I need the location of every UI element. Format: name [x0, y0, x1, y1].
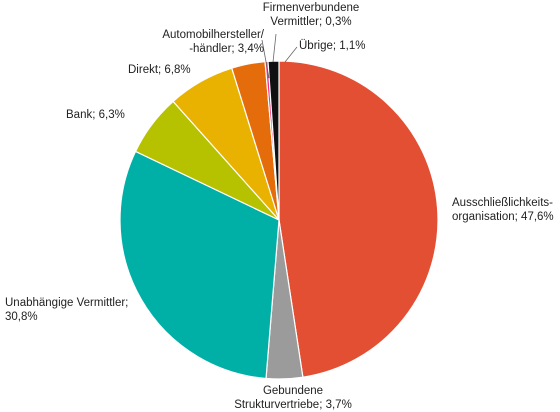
- slice-ausschliesslichkeitsorganisation: [278, 60, 439, 378]
- label-bank: Bank; 6,3%: [66, 109, 125, 121]
- label-gebundene-strukturvertriebe: Gebundene Strukturvertriebe; 3,7%: [234, 385, 352, 411]
- slice-uebrige: [267, 60, 280, 221]
- label-uebrige: Übrige; 1,1%: [299, 40, 366, 52]
- leader-automobilhersteller: [261, 39, 270, 79]
- label-automobilhersteller: Automobilhersteller/ -händler; 3,4%: [162, 29, 264, 55]
- label-ausschliesslichkeitsorganisation: Ausschließlichkeits- organisation; 47,6%: [452, 197, 554, 223]
- pie-slices: [119, 60, 439, 380]
- label-firmenverbundene-vermittler: Firmenverbundene Vermittler; 0,3%: [262, 2, 360, 28]
- label-direkt: Direkt; 6,8%: [128, 64, 191, 76]
- leader-lines: [261, 33, 298, 79]
- slice-unabhaengige-vermittler: [119, 150, 280, 380]
- leader-firmenverbundene: [272, 33, 277, 63]
- leader-uebrige: [284, 46, 298, 63]
- label-unabhaengige-vermittler: Unabhängige Vermittler; 30,8%: [5, 297, 129, 323]
